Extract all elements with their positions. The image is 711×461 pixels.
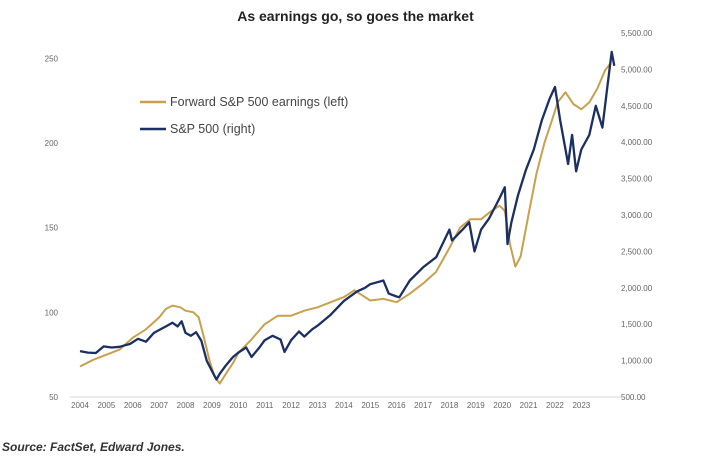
x-tick-label: 2015 <box>361 401 379 410</box>
y-right-tick-label: 1,000.00 <box>621 357 653 366</box>
y-right-tick-label: 4,500.00 <box>621 102 653 111</box>
left-axis: 50 100 150 200 250 <box>45 54 59 402</box>
y-right-tick-label: 2,000.00 <box>621 284 653 293</box>
x-tick-label: 2004 <box>71 401 89 410</box>
x-tick-label: 2014 <box>335 401 353 410</box>
x-tick-label: 2009 <box>203 401 221 410</box>
x-tick-label: 2016 <box>388 401 406 410</box>
x-tick-label: 2012 <box>282 401 300 410</box>
x-tick-label: 2019 <box>467 401 485 410</box>
forward-earnings-line <box>79 62 612 385</box>
x-axis: 2004 2005 2006 2007 2008 2009 2010 2011 2012 2013… <box>70 396 621 410</box>
legend-label: S&P 500 (right) <box>170 122 255 136</box>
sp500-line <box>79 50 616 381</box>
x-tick-label: 2011 <box>256 401 274 410</box>
chart-legend: Forward S&P 500 earnings (left) S&P 500 (… <box>140 95 348 136</box>
x-tick-label: 2021 <box>520 401 538 410</box>
y-right-tick-label: 3,500.00 <box>621 175 653 184</box>
y-right-tick-label: 500.00 <box>621 393 646 402</box>
legend-label: Forward S&P 500 earnings (left) <box>170 95 348 109</box>
y-right-tick-label: 4,000.00 <box>621 138 653 147</box>
x-tick-label: 2018 <box>441 401 459 410</box>
x-tick-label: 2007 <box>150 401 168 410</box>
x-tick-label: 2020 <box>493 401 511 410</box>
y-right-tick-label: 1,500.00 <box>621 320 653 329</box>
x-tick-label: 2010 <box>229 401 247 410</box>
y-right-tick-label: 3,000.00 <box>621 211 653 220</box>
x-tick-label: 2005 <box>97 401 115 410</box>
y-right-tick-label: 5,500.00 <box>621 29 653 38</box>
chart-title: As earnings go, so goes the market <box>237 8 474 24</box>
y-left-tick-label: 250 <box>45 54 59 63</box>
y-right-tick-label: 2,500.00 <box>621 247 653 256</box>
y-left-tick-label: 50 <box>49 393 58 402</box>
source-note: Source: FactSet, Edward Jones. <box>2 440 185 454</box>
y-left-tick-label: 150 <box>45 224 59 233</box>
x-tick-label: 2013 <box>309 401 327 410</box>
x-tick-label: 2006 <box>124 401 142 410</box>
series-layer <box>79 50 616 385</box>
y-left-tick-label: 100 <box>45 308 59 317</box>
right-axis: 500.00 1,000.00 1,500.00 2,000.00 2,500.00 3,… <box>621 29 653 402</box>
y-right-tick-label: 5,000.00 <box>621 65 653 74</box>
x-tick-label: 2022 <box>546 401 564 410</box>
x-tick-label: 2017 <box>414 401 432 410</box>
x-tick-label: 2008 <box>177 401 195 410</box>
x-tick-label: 2023 <box>572 401 590 410</box>
y-left-tick-label: 200 <box>45 139 59 148</box>
